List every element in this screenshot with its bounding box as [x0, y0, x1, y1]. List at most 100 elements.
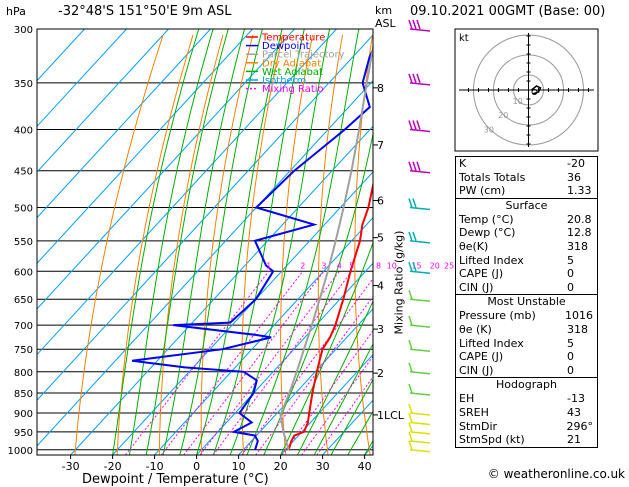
most-unstable-value: 318: [567, 322, 588, 336]
wind-barb-flag: [408, 403, 413, 414]
wind-barb-shaft: [409, 440, 431, 444]
x-tick-label: 20: [274, 460, 288, 473]
isotherm-line: [37, 79, 373, 447]
wet-adiabat-line: [280, 241, 373, 455]
mixing-ratio-axis-label: Mixing Ratio (g/kg): [392, 230, 406, 335]
wet-adiabat-line: [246, 29, 360, 455]
mixing-ratio-line: [199, 270, 340, 455]
wet-adiabat-line: [212, 29, 305, 455]
mixing-ratio-line: [125, 270, 270, 455]
wind-barb-shaft: [409, 371, 431, 375]
wind-barb-icon: [408, 440, 431, 453]
most-unstable-section: Most Unstable Pressure (mb) 1016 θe (K) 318…: [455, 294, 598, 379]
wind-barb-shaft: [409, 298, 431, 302]
wind-barb-shaft: [409, 206, 431, 211]
dry-adiabat-line: [158, 34, 224, 455]
parcel-trajectory-line: [279, 42, 373, 451]
wind-barb-icon: [408, 422, 431, 435]
most-unstable-value: 0: [567, 363, 574, 377]
wind-barb-flag: [408, 431, 413, 442]
most-unstable-label: Lifted Index: [459, 336, 524, 350]
dewpoint-line: [131, 47, 373, 451]
wind-barb-flag: [408, 315, 413, 326]
x-tick-label: 30: [316, 460, 330, 473]
wind-barb-flag: [416, 19, 421, 30]
mixing-ratio-value: 8: [376, 261, 381, 270]
most-unstable-value: 0: [567, 350, 574, 364]
pw-row: PW (cm) 1.33: [459, 184, 592, 198]
x-tick-label: -20: [104, 460, 122, 473]
mixing-ratio-line: [160, 270, 304, 455]
wind-barb-flag: [412, 73, 417, 84]
isotherm-line: [112, 171, 373, 455]
surface-label: CAPE (J): [459, 267, 504, 281]
wind-barb-icon: [408, 198, 431, 211]
wet-adiabat-line: [196, 29, 283, 455]
wind-barb-flag: [412, 19, 417, 30]
mixing-ratio-value: 1: [266, 261, 271, 270]
most-unstable-value: 1016: [565, 309, 593, 323]
wet-adiabat-line: [263, 131, 373, 455]
dry-adiabat-line: [116, 34, 194, 455]
wind-barb-shaft: [409, 169, 431, 174]
wet-adiabat-line: [330, 378, 373, 455]
wind-barb-flag: [408, 120, 413, 130]
wind-barb-shaft: [409, 324, 431, 328]
mixing-ratio-line: [183, 270, 325, 455]
surface-row: Dewp (°C) 12.8: [456, 226, 597, 240]
legend-entry: Wet Adiabat: [262, 67, 323, 78]
legend-entry: Dewpoint: [262, 41, 310, 52]
wind-barb-shaft: [409, 348, 431, 352]
isotherm-line: [238, 308, 373, 455]
pressure-tick-label: 900: [14, 409, 33, 420]
pressure-tick-label: 400: [14, 126, 33, 137]
isotherm-line: [70, 125, 373, 455]
wind-barb-flag: [408, 198, 413, 208]
isotherm-line: [37, 29, 85, 82]
km-tick-label: 4: [377, 280, 384, 293]
legend-entry: Parcel Trajectory: [262, 50, 345, 61]
surface-value: 12.8: [567, 226, 592, 240]
most-unstable-label: Pressure (mb): [459, 309, 536, 323]
mixing-ratio-line: [281, 329, 373, 455]
pressure-tick-label: 600: [14, 267, 33, 278]
wet-adiabat-line: [296, 300, 373, 455]
wind-barb-flag: [408, 362, 413, 373]
wind-barb-flag: [408, 440, 413, 451]
pressure-tick-label: 650: [14, 295, 33, 306]
pressure-tick-label: 800: [14, 368, 33, 379]
wind-barb-icon: [408, 120, 431, 133]
wet-adiabat-line: [112, 29, 200, 455]
pressure-tick-label: 300: [14, 25, 33, 36]
hodograph-ring-label: 10: [513, 97, 523, 106]
wind-barb-flag: [408, 413, 413, 423]
pressure-tick-label: 950: [14, 428, 33, 439]
wind-barb-flag: [412, 120, 417, 130]
surface-label: CIN (J): [459, 280, 494, 294]
dry-adiabat-line: [200, 34, 254, 455]
mixing-ratio-value: 5: [349, 261, 354, 270]
wind-barb-icon: [408, 362, 431, 375]
mixing-ratio-value: 4: [337, 261, 342, 270]
x-tick-label: 10: [232, 460, 246, 473]
hodograph-value: -13: [567, 392, 585, 406]
isotherm-line: [37, 29, 337, 356]
wind-barb-flag: [412, 198, 417, 208]
x-tick-label: -10: [146, 460, 164, 473]
wind-barb-flag: [416, 161, 421, 171]
most-unstable-label: θe (K): [459, 322, 492, 336]
wind-barb-icon: [408, 403, 431, 416]
surface-row: Lifted Index 5: [456, 254, 597, 268]
isotherm-line: [280, 353, 373, 455]
km-tick-label: 5: [377, 232, 384, 245]
x-axis-title: Dewpoint / Temperature (°C): [82, 472, 269, 487]
mixing-ratio-line: [301, 355, 373, 455]
wind-barb-flag: [408, 161, 413, 171]
plot-frame: [36, 28, 374, 456]
most-unstable-title: Most Unstable: [487, 295, 566, 309]
pressure-tick-label: 700: [14, 321, 33, 332]
copyright-text[interactable]: © weatheronline.co.uk: [487, 467, 625, 481]
hodograph-value: 21: [567, 433, 581, 447]
wind-barb-flag: [408, 383, 413, 394]
hodograph-row: SREH 43: [456, 406, 597, 420]
